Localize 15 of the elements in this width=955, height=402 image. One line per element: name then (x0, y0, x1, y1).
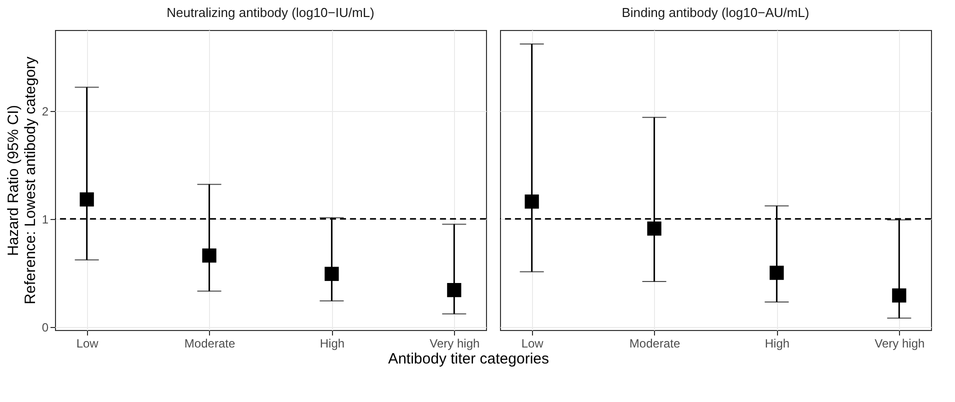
y-tick-label: 2 (42, 104, 49, 118)
x-tick-label: High (764, 336, 790, 350)
x-tick-label: Moderate (184, 336, 236, 350)
y-tick-label: 0 (42, 320, 49, 334)
y-tick-label: 1 (42, 212, 49, 226)
x-tick-label: High (320, 336, 345, 350)
y-axis-title: Hazard Ratio (95% CI) Reference: Lowest antibody category (4, 56, 39, 304)
chart-title: Neutralizing antibody (log10−IU/mL) (166, 5, 374, 20)
x-tick-label: Very high (430, 336, 480, 350)
chart-title: Binding antibody (log10−AU/mL) (622, 5, 810, 20)
x-tick-label: Very high (874, 336, 925, 350)
x-tick-label: Moderate (629, 336, 680, 350)
x-tick-label: Low (521, 336, 544, 350)
x-axis-title: Antibody titer categories (388, 350, 549, 368)
x-tick-label: Low (76, 336, 99, 350)
